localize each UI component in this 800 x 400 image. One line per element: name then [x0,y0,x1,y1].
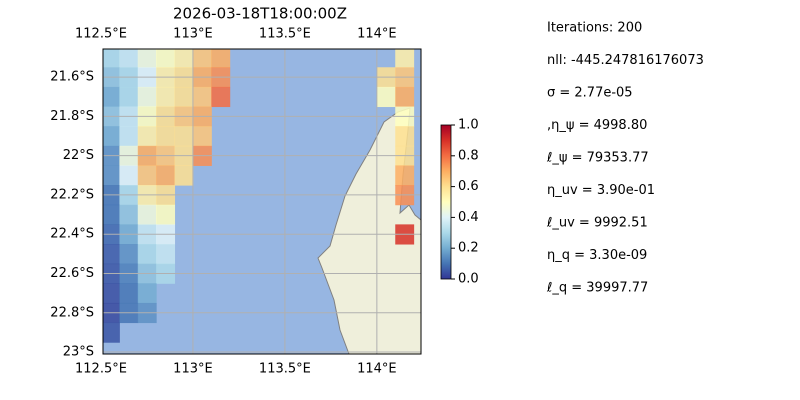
field-cell [137,86,157,108]
land [317,107,421,354]
field-cell [395,165,415,186]
info-line: ℓ_ψ = 79353.77 [546,151,649,166]
field [103,49,415,343]
lon-label: 113°E [173,27,213,42]
lat-label: 22°S [63,148,94,163]
field-cell [192,49,212,68]
field-cell [156,86,176,108]
field-cell [103,322,120,343]
field-cell [156,244,176,265]
field-cell [103,283,120,304]
field-cell [174,86,194,108]
field-cell [103,244,120,265]
map-title: 2026-03-18T18:00:00Z [173,5,347,23]
field-cell [395,86,415,108]
map-frame [102,48,422,355]
field-cell [137,49,157,68]
lon-label: 113°E [173,362,213,377]
field-cell [156,165,176,186]
field-cell [192,126,212,147]
field-cell [156,126,176,147]
lat-label: 22.2°S [50,187,94,202]
colorbar-label: 0.4 [458,210,479,225]
labels: 112.5°E 112.5°E 113°E 113°E 113.5°E 113.5°E 11… [50,21,704,377]
colorbar [440,124,452,280]
field-cell [137,244,157,265]
field-cell [174,165,194,186]
info-line: η_q = 3.30e-09 [547,248,647,263]
field-cell [192,86,212,108]
field-cell [376,86,396,108]
field-cell [119,283,139,304]
graticule [103,49,421,354]
field-cell [119,126,139,147]
lon-label: 114°E [357,362,397,377]
lat-label: 23°S [63,345,94,360]
colorbar-label: 0.8 [458,148,479,163]
lon-label: 113.5°E [259,362,311,377]
lat-label: 21.6°S [50,70,94,85]
lat-label: 21.8°S [50,109,94,124]
field-cell [211,49,231,68]
field-cell [174,126,194,147]
field-cell [103,126,120,147]
info-line: nll: -445.247816176073 [547,53,704,68]
field-cell [137,126,157,147]
field-cell [103,204,120,225]
field-cell [119,244,139,265]
info-line: ℓ_uv = 9992.51 [546,216,648,231]
info-line: ,η_ψ = 4998.80 [547,118,647,133]
field-cell [174,49,194,68]
field-cell [156,204,176,225]
lon-label: 112.5°E [75,27,127,42]
field-cell [119,86,139,108]
info-line: σ = 2.77e-05 [547,86,633,101]
field-cell [119,49,139,68]
field-cell [103,49,120,68]
field-cell [137,165,157,186]
field-cell [211,86,231,108]
field-cell [119,165,139,186]
field-cell [137,283,157,304]
lat-label: 22.8°S [50,305,94,320]
lat-label: 22.4°S [50,227,94,242]
lat-label: 22.6°S [50,266,94,281]
info-line: Iterations: 200 [547,21,642,36]
field-cell [395,126,415,147]
field-cell [103,165,120,186]
colorbar-label: 1.0 [458,118,479,133]
lon-label: 113.5°E [259,27,311,42]
field-cell [156,49,176,68]
colorbar-label: 0.6 [458,179,479,194]
field-cell [395,49,415,68]
lon-label: 114°E [357,27,397,42]
map-area [103,49,421,354]
field-cell [103,86,120,108]
field-cell [137,204,157,225]
lon-label: 112.5°E [75,362,127,377]
colorbar-label: 0.0 [458,272,479,287]
info-line: η_uv = 3.90e-01 [547,183,655,198]
info-line: ℓ_q = 39997.77 [546,281,648,296]
colorbar-label: 0.2 [458,241,479,256]
field-cell [119,204,139,225]
